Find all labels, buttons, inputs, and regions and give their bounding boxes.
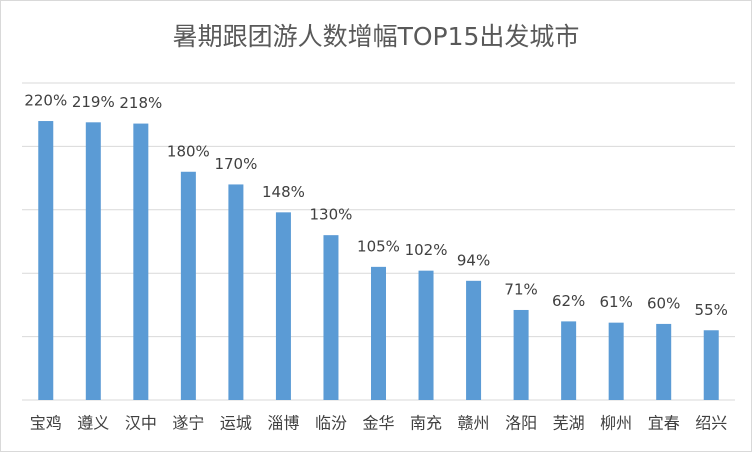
x-tick-label: 淄博 [267,414,299,433]
bar [418,270,434,400]
x-tick-label: 宜春 [648,414,680,433]
x-tick-label: 赣州 [458,414,490,433]
data-label: 62% [552,292,585,310]
bar [180,171,196,400]
data-label: 102% [405,241,448,259]
data-label: 218% [119,94,162,112]
x-tick-label: 临汾 [315,414,347,433]
data-label: 105% [357,237,400,255]
data-label: 60% [647,294,680,312]
bar [371,266,386,400]
bar [85,122,101,401]
data-label: 219% [72,93,115,111]
bar [608,322,624,400]
x-tick-label: 南充 [410,414,442,433]
data-label: 180% [167,142,210,160]
bar [275,212,291,400]
data-label: 55% [695,301,728,319]
bar [323,235,339,400]
x-tick-label: 汉中 [125,414,157,433]
bar [466,280,482,400]
x-tick-label: 绍兴 [695,414,727,433]
data-label: 130% [310,206,353,224]
bar [513,309,529,400]
chart-title: 暑期跟团游人数增幅TOP15出发城市 [173,22,580,51]
data-label: 71% [504,280,537,298]
bar [656,323,672,400]
x-tick-label: 宝鸡 [30,414,62,433]
bar [561,321,577,400]
x-tick-label: 芜湖 [553,414,585,433]
data-label: 220% [24,92,67,110]
x-tick-label: 运城 [220,414,252,433]
x-tick-label: 柳州 [600,414,632,433]
x-tick-label: 金华 [362,414,394,433]
x-tick-label: 遂宁 [172,414,204,433]
x-tick-label: 洛阳 [505,414,537,433]
data-label: 148% [262,183,305,201]
data-label: 61% [599,293,632,311]
bar [133,123,149,401]
data-label: 170% [214,155,257,173]
data-label: 94% [457,251,490,269]
bar [228,184,244,400]
bar [703,330,719,400]
bar [38,121,54,400]
x-tick-label: 遵义 [77,414,109,433]
